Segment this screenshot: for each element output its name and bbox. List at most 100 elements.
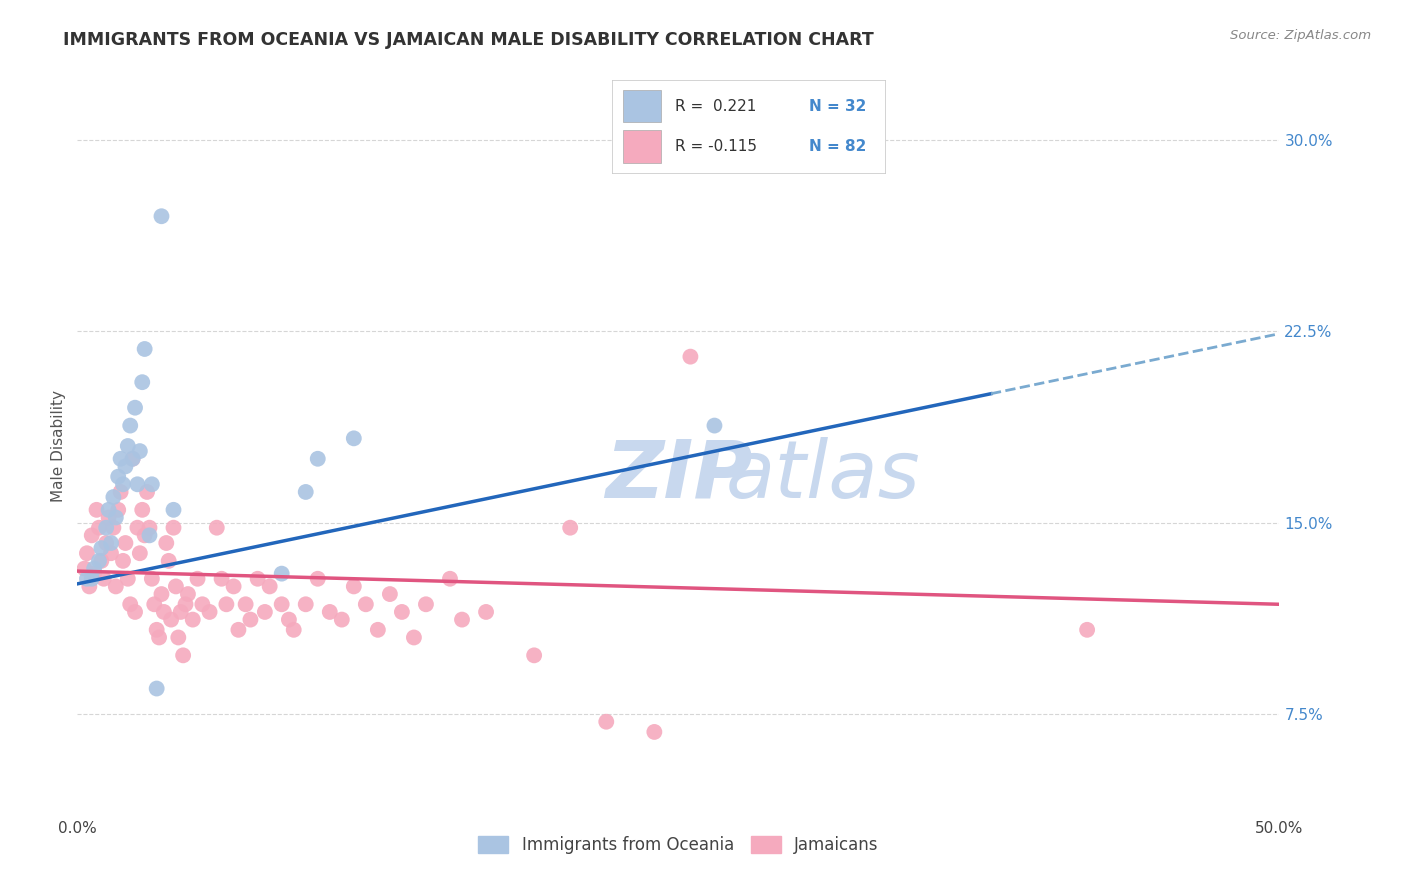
Point: [415, 597, 437, 611]
Point: [330, 613, 353, 627]
FancyBboxPatch shape: [623, 130, 661, 162]
Text: R =  0.221: R = 0.221: [675, 99, 756, 114]
Point: [162, 503, 184, 517]
Point: [90, 541, 112, 555]
Point: [128, 546, 150, 560]
Legend: Immigrants from Oceania, Jamaicans: Immigrants from Oceania, Jamaicans: [471, 830, 886, 861]
Point: [136, 485, 159, 500]
FancyBboxPatch shape: [612, 80, 886, 174]
Point: [107, 503, 129, 517]
Point: [97, 510, 120, 524]
Point: [155, 536, 177, 550]
Point: [679, 350, 702, 364]
Point: [97, 503, 120, 517]
Point: [319, 605, 342, 619]
Point: [595, 714, 617, 729]
Point: [76, 546, 98, 560]
Point: [76, 572, 98, 586]
Point: [83, 561, 105, 575]
Point: [107, 469, 129, 483]
Point: [141, 572, 163, 586]
Point: [177, 587, 200, 601]
Point: [120, 597, 142, 611]
Point: [114, 536, 136, 550]
FancyBboxPatch shape: [623, 89, 661, 122]
Point: [128, 444, 150, 458]
Point: [402, 631, 425, 645]
Point: [186, 572, 209, 586]
Point: [277, 613, 299, 627]
Point: [111, 477, 134, 491]
Point: [198, 605, 221, 619]
Point: [643, 725, 665, 739]
Point: [83, 566, 105, 581]
Point: [150, 587, 173, 601]
Point: [157, 554, 180, 568]
Point: [211, 572, 233, 586]
Point: [103, 521, 125, 535]
Point: [145, 623, 167, 637]
Point: [138, 528, 160, 542]
Point: [121, 451, 143, 466]
Point: [439, 572, 461, 586]
Point: [172, 648, 194, 663]
Point: [127, 477, 149, 491]
Point: [79, 579, 101, 593]
Point: [145, 681, 167, 696]
Text: ZIP: ZIP: [605, 436, 752, 515]
Point: [141, 477, 163, 491]
Point: [307, 451, 329, 466]
Point: [150, 209, 173, 223]
Point: [451, 613, 474, 627]
Point: [246, 572, 269, 586]
Point: [378, 587, 401, 601]
Point: [294, 597, 316, 611]
Point: [367, 623, 389, 637]
Point: [222, 579, 245, 593]
Text: atlas: atlas: [725, 436, 920, 515]
Point: [104, 510, 127, 524]
Point: [1076, 623, 1098, 637]
Y-axis label: Male Disability: Male Disability: [51, 390, 66, 502]
Point: [117, 572, 139, 586]
Point: [131, 375, 153, 389]
Point: [170, 605, 193, 619]
Text: N = 32: N = 32: [808, 99, 866, 114]
Point: [138, 521, 160, 535]
Point: [103, 490, 125, 504]
Point: [111, 554, 134, 568]
Point: [283, 623, 305, 637]
Point: [475, 605, 498, 619]
Point: [127, 521, 149, 535]
Point: [100, 546, 122, 560]
Text: IMMIGRANTS FROM OCEANIA VS JAMAICAN MALE DISABILITY CORRELATION CHART: IMMIGRANTS FROM OCEANIA VS JAMAICAN MALE…: [63, 31, 875, 49]
Point: [93, 572, 115, 586]
Point: [228, 623, 250, 637]
Point: [391, 605, 413, 619]
Point: [165, 579, 187, 593]
Point: [96, 521, 118, 535]
Point: [167, 631, 190, 645]
Point: [114, 459, 136, 474]
Text: Source: ZipAtlas.com: Source: ZipAtlas.com: [1230, 29, 1371, 42]
Point: [73, 561, 96, 575]
Point: [87, 554, 110, 568]
Point: [153, 605, 176, 619]
Point: [162, 521, 184, 535]
Point: [117, 439, 139, 453]
Point: [253, 605, 276, 619]
Point: [90, 554, 112, 568]
Point: [205, 521, 228, 535]
Point: [191, 597, 214, 611]
Text: R = -0.115: R = -0.115: [675, 139, 756, 154]
Point: [86, 503, 108, 517]
Point: [259, 579, 281, 593]
Point: [100, 536, 122, 550]
Point: [215, 597, 238, 611]
Point: [80, 572, 103, 586]
Point: [523, 648, 546, 663]
Point: [270, 597, 292, 611]
Point: [134, 528, 156, 542]
Point: [343, 579, 366, 593]
Point: [87, 521, 110, 535]
